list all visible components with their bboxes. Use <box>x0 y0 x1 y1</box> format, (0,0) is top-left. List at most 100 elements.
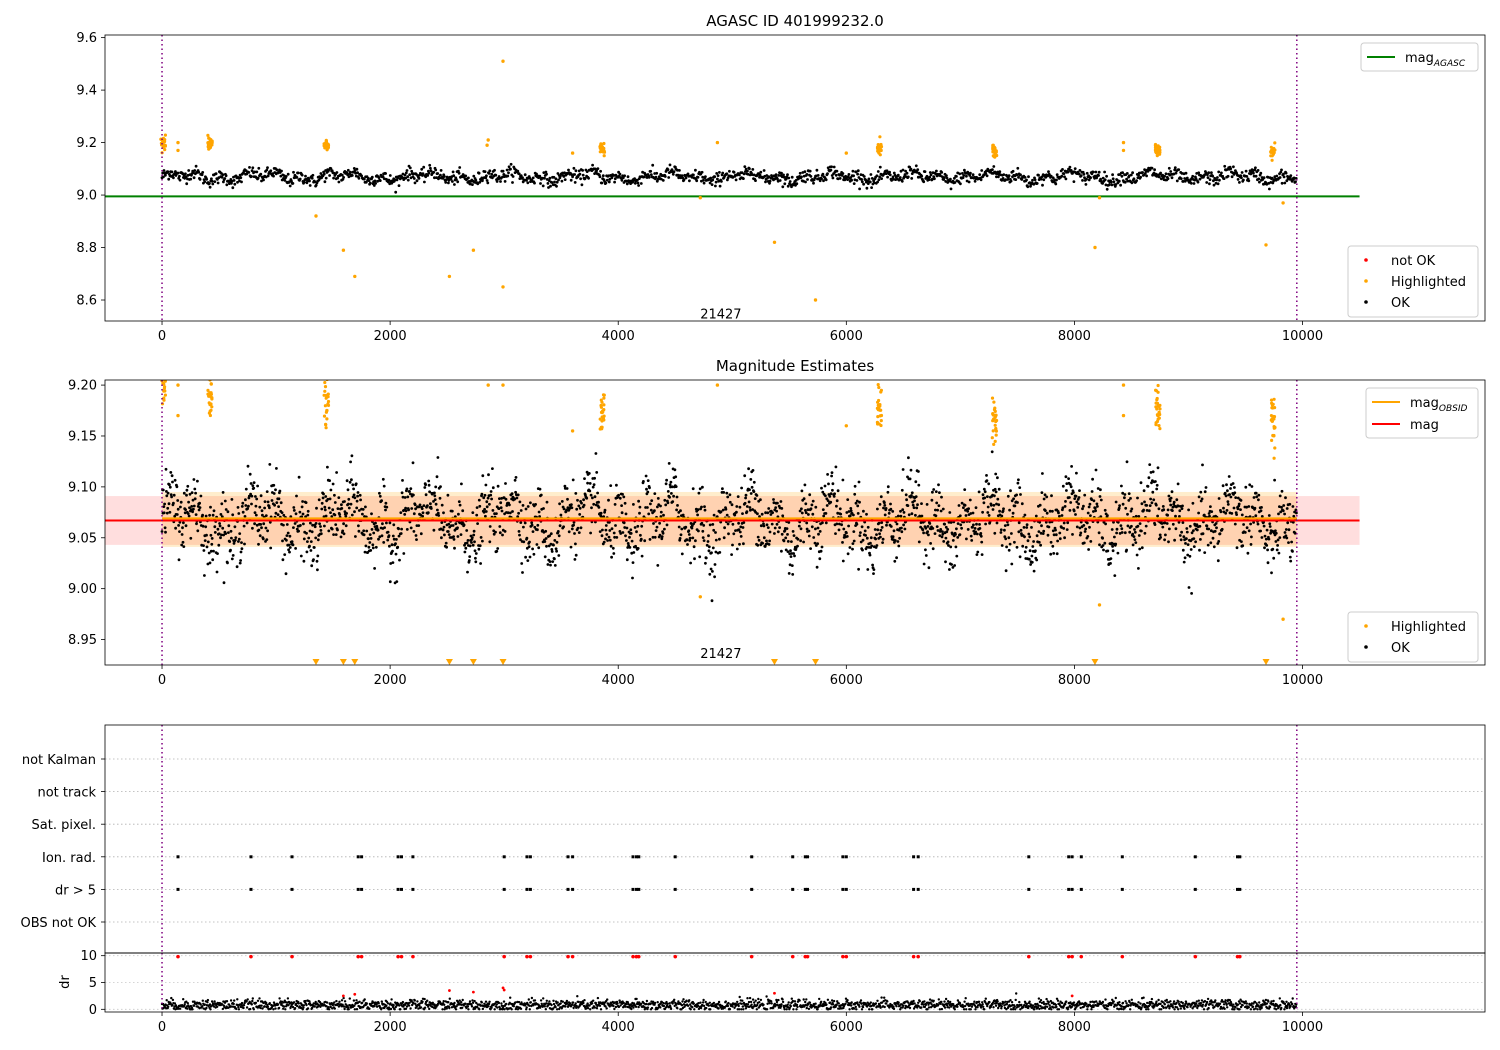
ok-point <box>361 512 364 516</box>
ok-point <box>1285 507 1289 510</box>
ok-point <box>947 520 951 524</box>
ok-point <box>1151 470 1155 474</box>
ok-point <box>192 504 196 508</box>
ok-point <box>637 499 640 503</box>
ok-point <box>832 165 836 169</box>
ok-point <box>816 542 819 546</box>
ok-point <box>223 499 227 503</box>
ok-point <box>1040 491 1044 494</box>
ok-point <box>406 178 410 182</box>
ok-point <box>517 172 521 176</box>
ok-point <box>288 550 291 554</box>
ok-point <box>1189 548 1193 551</box>
legend-marker <box>1364 300 1368 304</box>
ok-point <box>518 533 521 537</box>
ok-point <box>939 528 943 531</box>
ok-point <box>1039 543 1042 547</box>
ok-point <box>335 171 339 174</box>
ok-point <box>1264 537 1268 541</box>
ok-point <box>1177 168 1181 172</box>
ok-point <box>457 171 461 175</box>
ok-point <box>473 540 476 544</box>
ok-point <box>1163 538 1166 542</box>
ok-point <box>958 533 962 536</box>
ok-point <box>945 174 948 178</box>
ok-point <box>471 543 475 547</box>
ok-point <box>1245 505 1248 509</box>
flag-point <box>571 887 575 891</box>
ok-point <box>796 544 799 548</box>
ok-point <box>319 532 323 536</box>
ok-point <box>808 493 812 497</box>
ok-point <box>1177 504 1180 508</box>
ok-point <box>229 548 232 552</box>
ok-point <box>1192 182 1196 185</box>
ok-point <box>737 528 741 532</box>
flag-point <box>750 887 754 891</box>
ok-point <box>851 547 854 551</box>
ok-point <box>747 500 751 504</box>
ok-point <box>446 493 450 497</box>
ok-point <box>1229 167 1233 171</box>
ok-point <box>330 515 334 518</box>
ok-point <box>864 534 867 537</box>
ok-point <box>287 543 291 547</box>
ok-point <box>1252 521 1255 524</box>
ok-point <box>1054 533 1058 537</box>
ok-point <box>536 528 539 532</box>
ok-point <box>522 540 526 544</box>
ok-point <box>838 177 842 180</box>
ok-point <box>642 480 645 483</box>
ok-point <box>1140 529 1143 533</box>
flag-point <box>1238 855 1242 859</box>
ok-point <box>329 511 332 514</box>
ok-point <box>1030 560 1034 564</box>
ok-point <box>204 525 208 529</box>
ok-point <box>323 180 327 184</box>
ok-point <box>415 538 418 541</box>
ok-point <box>258 534 262 538</box>
ok-point <box>250 502 253 506</box>
ok-point <box>356 494 359 498</box>
ok-point <box>300 505 304 509</box>
ok-point <box>689 561 692 565</box>
highlighted-point <box>163 148 167 152</box>
ok-point <box>178 178 182 182</box>
ok-point <box>1280 168 1283 172</box>
ok-point <box>498 525 502 528</box>
ok-point <box>1167 494 1171 498</box>
ok-point <box>1103 508 1107 512</box>
highlighted-point <box>599 425 603 429</box>
ok-point <box>1058 531 1062 535</box>
ok-point <box>912 506 916 510</box>
ok-point <box>583 477 586 480</box>
highlighted-point <box>501 285 505 289</box>
ok-point <box>1284 528 1288 531</box>
ok-point <box>231 513 235 517</box>
ok-point <box>545 172 548 176</box>
ok-point <box>932 488 936 491</box>
ok-point <box>821 172 825 176</box>
ok-point <box>395 538 398 541</box>
highlighted-point <box>994 433 998 437</box>
ok-point <box>309 521 312 525</box>
highlighted-point <box>877 143 881 147</box>
ok-point <box>1241 544 1245 548</box>
ok-point <box>394 190 398 194</box>
highlighted-point <box>813 298 818 302</box>
ok-point <box>1019 173 1022 177</box>
ok-point <box>516 493 520 497</box>
ok-point <box>659 177 663 181</box>
ok-point <box>210 179 214 183</box>
ok-point <box>1011 169 1015 173</box>
highlighted-point <box>991 429 995 433</box>
ok-point <box>658 521 661 525</box>
ok-point <box>1291 520 1295 524</box>
ok-point <box>1000 544 1004 547</box>
ok-point <box>749 478 753 481</box>
ok-point <box>652 522 655 525</box>
ok-point <box>1277 512 1280 516</box>
ok-point <box>1207 527 1211 531</box>
ok-point <box>298 177 302 181</box>
